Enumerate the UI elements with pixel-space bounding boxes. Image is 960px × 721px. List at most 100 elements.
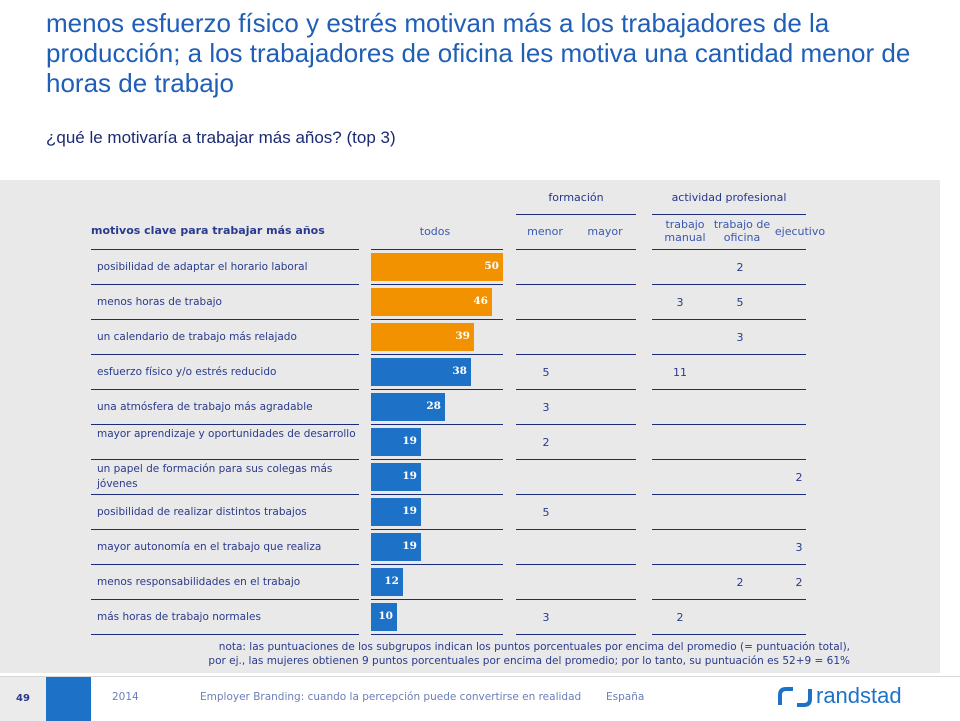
footer: 49 2014 Employer Branding: cuando la per… bbox=[0, 676, 960, 721]
row-separator bbox=[516, 494, 636, 495]
category-label: una atmósfera de trabajo más agradable bbox=[97, 401, 313, 413]
group-underline-formacion bbox=[516, 214, 636, 215]
row-separator bbox=[91, 284, 359, 285]
bar-value-label: 10 bbox=[378, 610, 393, 622]
row-separator bbox=[652, 389, 806, 390]
subgroup-value-ejecutivo: 3 bbox=[795, 541, 803, 554]
bar-value-label: 39 bbox=[455, 330, 470, 342]
bar-value-label: 12 bbox=[384, 575, 399, 587]
row-separator bbox=[371, 424, 503, 425]
page-number: 49 bbox=[0, 677, 46, 721]
subgroup-value-menor: 3 bbox=[542, 401, 550, 414]
row-separator bbox=[652, 284, 806, 285]
footer-document-title: Employer Branding: cuando la percepción … bbox=[200, 691, 582, 703]
bar-value-label: 19 bbox=[402, 470, 417, 482]
category-label: mayor autonomía en el trabajo que realiz… bbox=[97, 541, 322, 553]
row-separator bbox=[91, 459, 359, 460]
row-separator bbox=[652, 529, 806, 530]
row-separator bbox=[371, 564, 503, 565]
bar: 46 bbox=[371, 288, 492, 316]
row-separator bbox=[516, 319, 636, 320]
category-label: un papel de formación para sus colegas m… bbox=[97, 463, 333, 490]
row-separator bbox=[91, 424, 359, 425]
page-title: menos esfuerzo físico y estrés motivan m… bbox=[46, 8, 911, 98]
row-separator bbox=[516, 529, 636, 530]
category-label: mayor aprendizaje y oportunidades de des… bbox=[97, 428, 356, 440]
table-row: menos responsabilidades en el trabajo 12 2… bbox=[0, 565, 940, 600]
subgroup-value-ejecutivo: 2 bbox=[795, 576, 803, 589]
category-label: un calendario de trabajo más relajado bbox=[97, 331, 297, 343]
bar: 19 bbox=[371, 498, 421, 526]
column-header-mayor: mayor bbox=[587, 225, 623, 238]
row-separator bbox=[652, 494, 806, 495]
row-separator bbox=[652, 564, 806, 565]
row-separator bbox=[91, 389, 359, 390]
bar: 19 bbox=[371, 463, 421, 491]
row-separator bbox=[91, 494, 359, 495]
row-separator bbox=[371, 494, 503, 495]
bar-value-label: 28 bbox=[426, 400, 441, 412]
table-row: mayor aprendizaje y oportunidades de des… bbox=[0, 425, 940, 460]
column-header-ejecutivo: ejecutivo bbox=[774, 225, 826, 238]
subgroup-value-trabajo-oficina: 2 bbox=[736, 576, 744, 589]
row-separator bbox=[652, 634, 806, 635]
subgroup-value-trabajo-oficina: 2 bbox=[736, 261, 744, 274]
subgroup-value-menor: 3 bbox=[542, 611, 550, 624]
row-separator bbox=[91, 564, 359, 565]
column-header-menor: menor bbox=[527, 225, 563, 238]
footnote: nota: las puntuaciones de los subgrupos … bbox=[208, 640, 850, 668]
category-label: menos responsabilidades en el trabajo bbox=[97, 576, 301, 588]
table-row: mayor autonomía en el trabajo que realiz… bbox=[0, 530, 940, 565]
subgroup-value-trabajo-manual: 2 bbox=[676, 611, 684, 624]
footer-country: España bbox=[606, 691, 645, 703]
bar-value-label: 38 bbox=[452, 365, 467, 377]
row-separator bbox=[652, 319, 806, 320]
row-separator bbox=[516, 564, 636, 565]
bar: 12 bbox=[371, 568, 403, 596]
header-rule-todos bbox=[371, 249, 503, 250]
bar: 10 bbox=[371, 603, 397, 631]
question-subtitle: ¿qué le motivaría a trabajar más años? (… bbox=[46, 128, 396, 147]
row-separator bbox=[91, 319, 359, 320]
row-separator bbox=[91, 599, 359, 600]
row-separator bbox=[516, 459, 636, 460]
table-row: más horas de trabajo normales 10 3 2 bbox=[0, 600, 940, 635]
subgroup-value-trabajo-manual: 11 bbox=[673, 366, 687, 379]
table-row: una atmósfera de trabajo más agradable 28… bbox=[0, 390, 940, 425]
row-separator bbox=[371, 459, 503, 460]
row-separator bbox=[516, 284, 636, 285]
row-separator bbox=[371, 389, 503, 390]
table-row: un papel de formación para sus colegas m… bbox=[0, 460, 940, 495]
header-rule-actividad bbox=[652, 249, 806, 250]
row-separator bbox=[516, 354, 636, 355]
column-header-trabajo-oficina: trabajo de oficina bbox=[710, 218, 774, 244]
footnote-line-2: por ej., las mujeres obtienen 9 puntos p… bbox=[208, 655, 850, 667]
table-row: posibilidad de adaptar el horario labora… bbox=[0, 250, 940, 285]
row-separator bbox=[371, 634, 503, 635]
row-separator bbox=[652, 354, 806, 355]
category-label: esfuerzo físico y/o estrés reducido bbox=[97, 366, 277, 378]
footnote-line-1: nota: las puntuaciones de los subgrupos … bbox=[218, 641, 850, 653]
row-separator bbox=[371, 284, 503, 285]
subgroup-value-menor: 5 bbox=[542, 366, 550, 379]
row-separator bbox=[371, 599, 503, 600]
row-separator bbox=[371, 319, 503, 320]
subgroup-value-trabajo-manual: 3 bbox=[676, 296, 684, 309]
bar-value-label: 19 bbox=[402, 505, 417, 517]
column-header-manual-line1: trabajo bbox=[665, 218, 705, 231]
bar-value-label: 50 bbox=[484, 260, 499, 272]
category-label: menos horas de trabajo bbox=[97, 296, 222, 308]
bar-value-label: 19 bbox=[402, 540, 417, 552]
row-separator bbox=[652, 599, 806, 600]
group-header-actividad: actividad profesional bbox=[671, 191, 787, 204]
bar-value-label: 46 bbox=[473, 295, 488, 307]
column-header-manual-line2: manual bbox=[664, 231, 706, 244]
row-separator bbox=[516, 634, 636, 635]
subgroup-value-menor: 5 bbox=[542, 506, 550, 519]
row-separator bbox=[652, 424, 806, 425]
table-row: posibilidad de realizar distintos trabaj… bbox=[0, 495, 940, 530]
subgroup-value-menor: 2 bbox=[542, 436, 550, 449]
randstad-logo-icon bbox=[778, 687, 812, 707]
randstad-logo-text: randstad bbox=[816, 683, 902, 708]
table-row: menos horas de trabajo 46 3 5 bbox=[0, 285, 940, 320]
